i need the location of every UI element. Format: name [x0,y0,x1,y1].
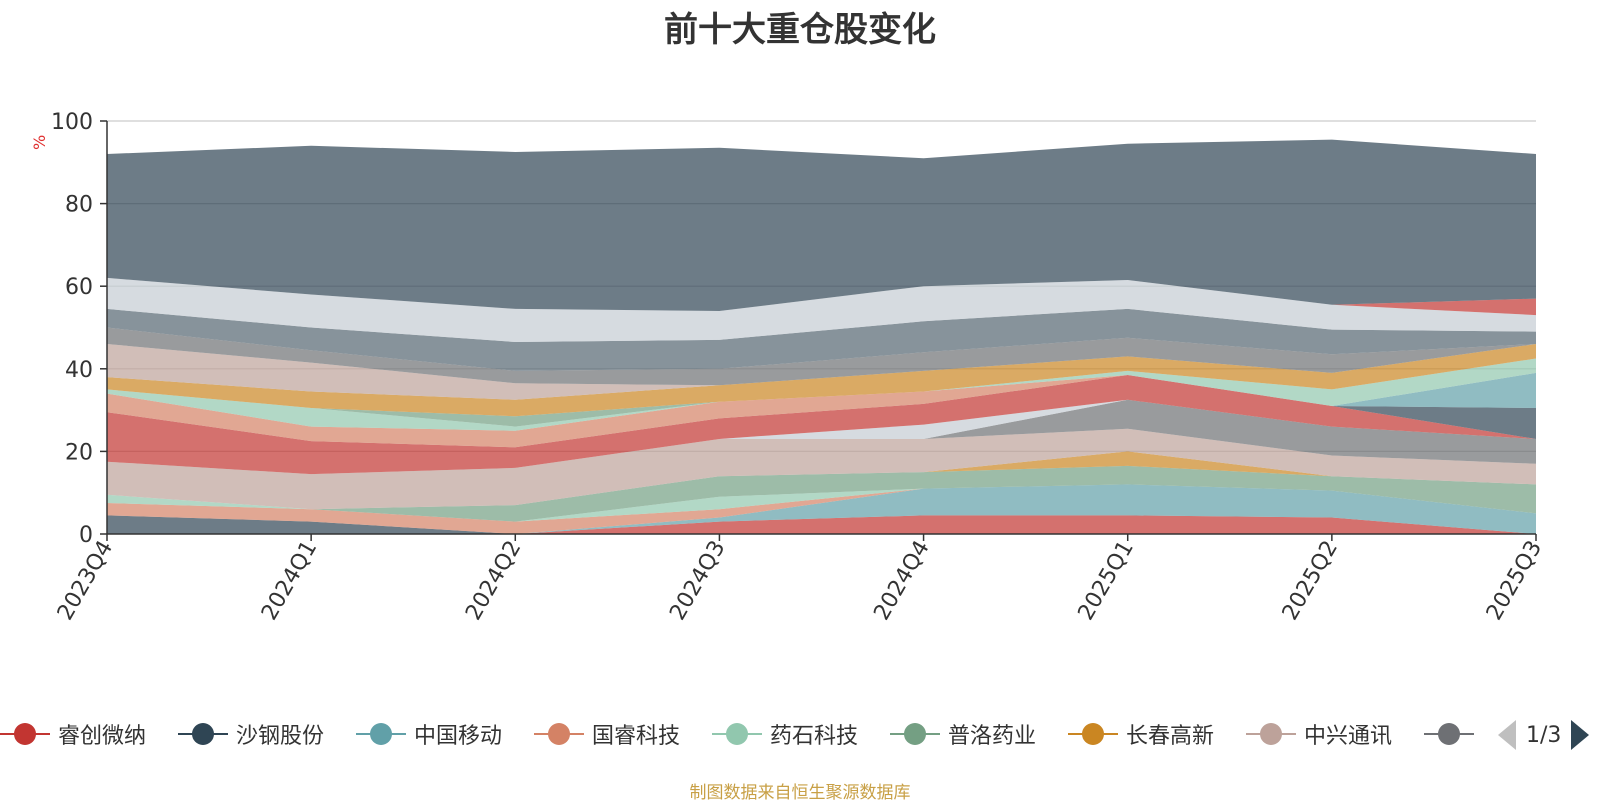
x-tick-label: 2023Q4 [53,537,118,625]
area-series-3[interactable] [107,484,1536,534]
legend-item[interactable]: 沙钢股份 [178,714,324,754]
area-layer [107,139,1536,534]
legend-page-indicator: 1/3 [1526,722,1562,748]
legend: 睿创微纳 沙钢股份 中国移动 国睿科技 药石科技 普洛药业 长春高新 中兴通讯 恒 [0,714,1480,754]
x-tick-label: 2025Q2 [1278,537,1343,625]
legend-symbol-icon [356,714,406,754]
area-series-2[interactable] [107,515,1536,534]
x-tick-label: 2024Q1 [257,537,322,625]
legend-symbol-icon [534,714,584,754]
area-series-19[interactable] [107,327,1536,386]
area-series-8[interactable] [107,428,1536,510]
area-series-10[interactable] [107,399,1536,475]
x-tick-label: 2024Q3 [665,537,730,625]
legend-label: 中兴通讯 [1304,724,1393,749]
area-series-23[interactable] [107,139,1536,311]
x-tick-label: 2025Q1 [1074,537,1139,625]
x-tick-label: 2024Q4 [869,537,934,625]
legend-label: 国睿科技 [592,724,681,749]
x-tick-label: 2025Q3 [1482,537,1547,625]
area-series-18[interactable] [107,344,1536,400]
legend-symbol-icon [712,714,762,754]
y-tick-label: 100 [51,110,93,135]
legend-label: 沙钢股份 [236,724,325,749]
legend-item[interactable]: 中国移动 [356,714,502,754]
x-tick-label: 2024Q2 [461,537,526,625]
legend-label: 普洛药业 [948,724,1037,749]
area-series-6[interactable] [107,465,1536,522]
legend-symbol-icon [1424,714,1474,754]
legend-item[interactable]: 普洛药业 [890,714,1036,754]
legend-pager: 1/3 [1498,718,1590,752]
area-series-7[interactable] [107,451,1536,510]
y-tick-label: 60 [65,275,93,300]
legend-item[interactable]: 药石科技 [712,714,858,754]
legend-symbol-icon [0,714,50,754]
legend-next-icon[interactable] [1571,720,1590,750]
area-series-1[interactable] [107,515,1536,534]
area-series-14[interactable] [107,372,1536,448]
data-source-note: 制图数据来自恒生聚源数据库 [689,783,911,803]
legend-prev-icon[interactable] [1498,720,1516,750]
area-series-17[interactable] [107,344,1536,417]
legend-label: 长春高新 [1126,724,1215,749]
y-tick-label: 40 [65,358,93,383]
legend-symbol-icon [890,714,940,754]
y-tick-label: 20 [65,440,93,465]
legend-label: 睿创微纳 [58,724,147,749]
legend-symbol-icon [1068,714,1118,754]
legend-symbol-icon [1246,714,1296,754]
area-chart: 0 20 40 60 80 100 2023Q4 2024Q1 2024Q2 2024Q3 2024… [51,110,1547,625]
y-tick-label: 0 [79,523,93,548]
legend-item[interactable]: 国睿科技 [534,714,680,754]
legend-item[interactable]: 中兴通讯 [1246,714,1392,754]
legend-label: 药石科技 [770,724,859,749]
legend-item[interactable]: 长春高新 [1068,714,1214,754]
area-series-15[interactable] [107,358,1536,431]
area-series-21[interactable] [107,277,1536,342]
legend-item[interactable]: 恒 [1424,714,1480,754]
legend-item[interactable]: 睿创微纳 [0,714,146,754]
legend-symbol-icon [178,714,228,754]
area-series-4[interactable] [107,484,1536,534]
area-series-9[interactable] [107,399,1536,475]
y-tick-label: 80 [65,193,93,218]
legend-label: 中国移动 [414,724,503,749]
chart-title: 前十大重仓股变化 [664,10,936,50]
area-series-11[interactable] [107,375,1536,475]
area-series-20[interactable] [107,308,1536,371]
